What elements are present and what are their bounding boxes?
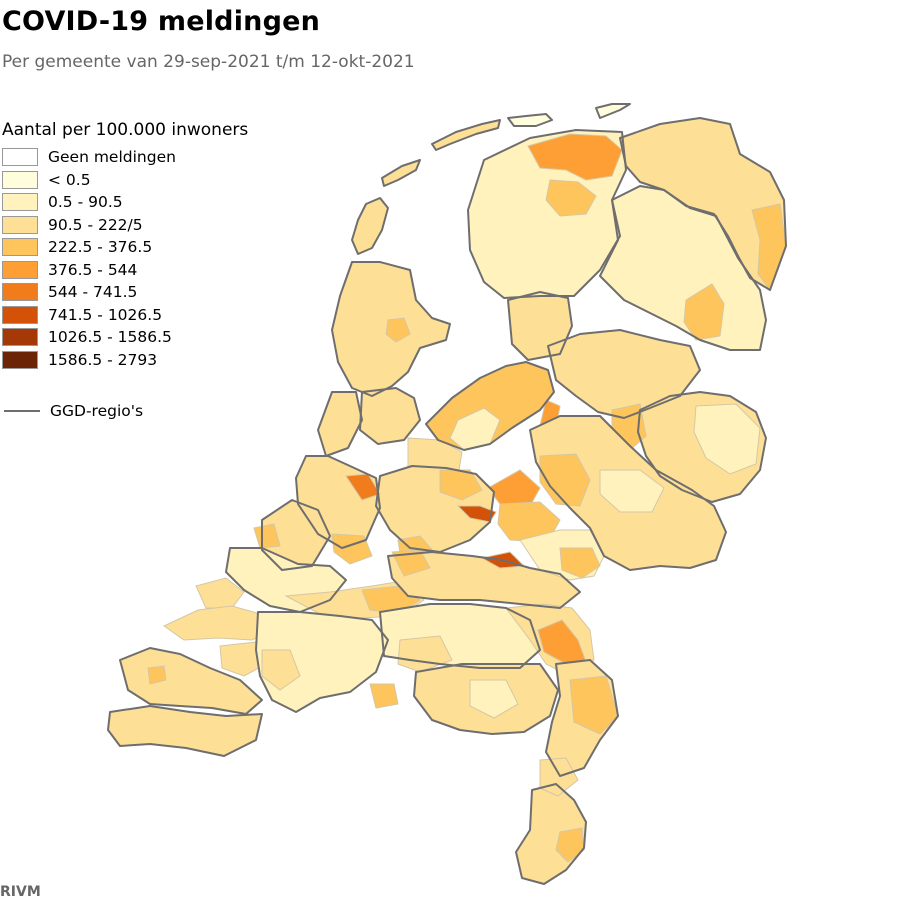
border-zeeland: [119, 647, 263, 715]
legend-item-8: 1586.5 - 2793: [2, 349, 248, 372]
legend-swatch: [2, 305, 38, 324]
border-wadden-islands: [381, 103, 631, 187]
legend: Aantal per 100.000 inwoners Geen melding…: [2, 120, 248, 371]
muni-venlo-area: [569, 675, 619, 735]
region-tholen: [219, 641, 267, 677]
muni-nijmegen-area: [559, 547, 601, 579]
muni-voorne: [195, 577, 245, 609]
legend-label: 1026.5 - 1586.5: [48, 328, 172, 347]
legend-item-4: 376.5 - 544: [2, 259, 248, 282]
legend-item-7: 1026.5 - 1586.5: [2, 326, 248, 349]
border-flevoland: [425, 361, 555, 451]
legend-swatch: [2, 328, 38, 347]
border-gelderland-noord-oost: [529, 415, 727, 571]
legend-label: 90.5 - 222/5: [48, 215, 143, 234]
border-brabant-zuidoost: [413, 663, 559, 735]
source-credit: RIVM: [0, 884, 41, 900]
legend-ggd-label: GGD-regio's: [50, 402, 144, 420]
muni-apeldoorn: [539, 453, 591, 507]
border-friesland: [467, 129, 627, 299]
muni-vlissingen: [147, 665, 167, 685]
legend-swatch: [2, 350, 38, 369]
legend-label: 544 - 741.5: [48, 283, 138, 302]
legend-item-2: 90.5 - 222/5: [2, 214, 248, 237]
border-utrecht: [375, 465, 495, 553]
legend-label: 1586.5 - 2793: [48, 350, 158, 369]
border-haaglanden: [261, 499, 331, 571]
legend-swatch: [2, 170, 38, 189]
legend-swatch: [2, 238, 38, 257]
muni-amersfoort-area: [439, 469, 483, 501]
legend-label: 222.5 - 376.5: [48, 238, 153, 257]
border-rivierenland: [387, 551, 581, 609]
muni-friesland-central: [545, 179, 597, 217]
legend-item-5: 544 - 741.5: [2, 281, 248, 304]
border-limburg-zuid: [515, 783, 587, 885]
legend-line: [4, 410, 40, 412]
region-kennemerland: [317, 391, 363, 457]
ggd-region-borders: [107, 103, 787, 885]
legend-item-none: Geen meldingen: [2, 146, 248, 169]
muni-achterhoek-light: [599, 469, 665, 513]
legend-item-1: 0.5 - 90.5: [2, 191, 248, 214]
muni-ede: [487, 469, 541, 507]
border-limburg-noord: [545, 659, 619, 777]
border-amsterdam: [359, 387, 421, 445]
muni-twente-light: [693, 403, 761, 475]
legend-label: < 0.5: [48, 170, 91, 189]
legend-item-3: 222.5 - 376.5: [2, 236, 248, 259]
legend-swatch: [2, 283, 38, 302]
muni-hoorn: [385, 317, 411, 343]
muni-renswoude: [456, 505, 497, 523]
legend-swatch: [2, 215, 38, 234]
legend-title: Aantal per 100.000 inwoners: [2, 120, 249, 140]
island-vlieland: [381, 159, 421, 187]
muni-den-haag: [253, 523, 281, 549]
legend-swatch: [2, 193, 38, 212]
muni-alphen: [345, 473, 381, 501]
border-kennemerland: [317, 391, 363, 457]
legend-label: 741.5 - 1026.5: [48, 305, 163, 324]
border-noord-holland: [331, 261, 451, 397]
legend-swatch: [2, 260, 38, 279]
island-terschelling: [431, 119, 501, 151]
legend-item-6: 741.5 - 1026.5: [2, 304, 248, 327]
border-texel: [351, 197, 389, 255]
muni-hoogeveen-region: [683, 283, 725, 341]
border-rotterdam: [225, 547, 347, 613]
muni-wijchen-area: [391, 549, 431, 577]
border-hollands-midden: [295, 455, 381, 549]
legend-label: 0.5 - 90.5: [48, 193, 123, 212]
legend-ggd-regions: GGD-regio's: [4, 402, 143, 420]
muni-bergen-op-zoom: [261, 649, 301, 691]
legend-item-lt05: < 0.5: [2, 169, 248, 192]
border-hart-van-brabant: [379, 603, 541, 669]
map-title: COVID-19 meldingen: [2, 6, 321, 37]
border-drenthe: [599, 185, 767, 351]
border-zeeuws-vlaanderen: [107, 705, 263, 757]
border-twente: [637, 391, 767, 503]
border-ijsselland: [547, 329, 701, 419]
legend-swatch: [2, 148, 38, 167]
municipalities: [107, 103, 787, 885]
legend-label: 376.5 - 544: [48, 260, 138, 279]
muni-baarle: [369, 683, 399, 709]
muni-eindhoven-light: [469, 679, 519, 719]
map-subtitle: Per gemeente van 29-sep-2021 t/m 12-okt-…: [2, 52, 415, 72]
border-west-brabant: [255, 611, 389, 713]
legend-label: Geen meldingen: [48, 148, 176, 167]
muni-heerlen: [555, 827, 585, 863]
muni-dantumadiel-region: [527, 133, 623, 181]
